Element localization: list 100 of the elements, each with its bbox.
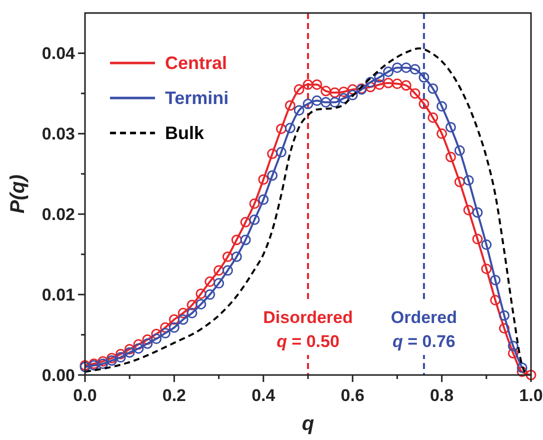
y-tick-label: 0.00 — [42, 366, 75, 385]
point — [106, 352, 118, 364]
point — [320, 86, 332, 96]
point — [258, 194, 269, 205]
point — [178, 314, 188, 325]
point — [330, 97, 340, 108]
point — [516, 362, 528, 374]
point — [392, 62, 402, 73]
point — [410, 64, 420, 75]
point — [498, 310, 510, 321]
point — [312, 95, 322, 106]
point — [168, 314, 180, 325]
point — [472, 234, 483, 244]
point — [204, 276, 216, 287]
point — [481, 264, 492, 274]
point — [133, 343, 144, 354]
point — [133, 339, 144, 350]
point — [302, 98, 314, 110]
point — [222, 251, 233, 262]
point — [276, 124, 286, 134]
point — [445, 122, 456, 132]
point — [142, 338, 153, 349]
legend-label: Central — [165, 53, 228, 73]
point — [392, 78, 402, 90]
point — [508, 348, 518, 359]
point — [481, 239, 492, 250]
point — [463, 204, 474, 216]
y-axis-title: P(q) — [7, 174, 29, 214]
point — [445, 152, 456, 162]
point — [222, 265, 233, 276]
point — [267, 148, 278, 160]
point — [284, 100, 296, 111]
point — [294, 84, 304, 95]
point — [168, 322, 180, 333]
point — [472, 207, 483, 218]
x-tick-label: 0.4 — [252, 386, 276, 405]
point — [151, 334, 162, 344]
point — [186, 308, 198, 318]
point — [160, 322, 171, 333]
point — [526, 370, 536, 380]
point — [365, 76, 376, 88]
point — [196, 298, 206, 310]
point — [231, 234, 242, 246]
point — [214, 265, 224, 276]
point — [400, 62, 412, 73]
point — [418, 72, 430, 83]
point — [338, 86, 349, 98]
point — [508, 340, 518, 352]
point — [240, 234, 251, 246]
y-tick-label: 0.04 — [42, 44, 76, 64]
point — [516, 366, 528, 378]
x-tick-label: 0.0 — [73, 386, 97, 405]
point — [249, 214, 260, 225]
point — [383, 66, 394, 77]
point — [365, 82, 376, 92]
point — [186, 300, 198, 310]
y-tick-label: 0.02 — [42, 205, 75, 224]
point — [115, 352, 126, 363]
point — [106, 355, 118, 366]
point — [284, 122, 296, 134]
point — [330, 87, 340, 98]
point — [498, 323, 510, 334]
point — [374, 72, 385, 83]
point — [454, 145, 465, 156]
point — [231, 251, 242, 262]
x-tick-label: 0.6 — [340, 386, 364, 405]
point — [240, 216, 251, 228]
point — [490, 274, 501, 286]
x-tick-label: 0.2 — [162, 386, 186, 405]
y-tick-label: 0.01 — [42, 286, 75, 305]
point — [428, 83, 438, 94]
point — [258, 174, 269, 185]
point — [276, 146, 286, 158]
point — [196, 288, 206, 299]
point — [428, 112, 438, 123]
point — [347, 84, 358, 95]
point — [338, 93, 349, 104]
y-tick-label: 0.03 — [42, 124, 75, 144]
ref-line-label: Disordered q = 0.50 — [263, 308, 353, 351]
x-tick-label: 0.8 — [430, 386, 454, 405]
point — [463, 175, 474, 186]
point — [400, 80, 412, 91]
x-tick-label: 1.0 — [519, 386, 543, 405]
point — [249, 198, 260, 209]
point — [436, 128, 448, 139]
point — [347, 90, 358, 100]
legend-label: Bulk — [165, 123, 205, 143]
point — [294, 105, 304, 116]
point — [454, 176, 465, 188]
point — [490, 294, 501, 306]
ref-line-label: Ordered q = 0.76 — [390, 308, 458, 351]
point — [124, 344, 135, 355]
legend-label: Termini — [165, 88, 229, 108]
point — [410, 88, 420, 99]
point — [178, 308, 188, 318]
x-axis-title: q — [302, 413, 314, 435]
point — [374, 79, 385, 90]
point — [214, 278, 224, 289]
point — [436, 101, 448, 112]
point — [267, 170, 278, 181]
